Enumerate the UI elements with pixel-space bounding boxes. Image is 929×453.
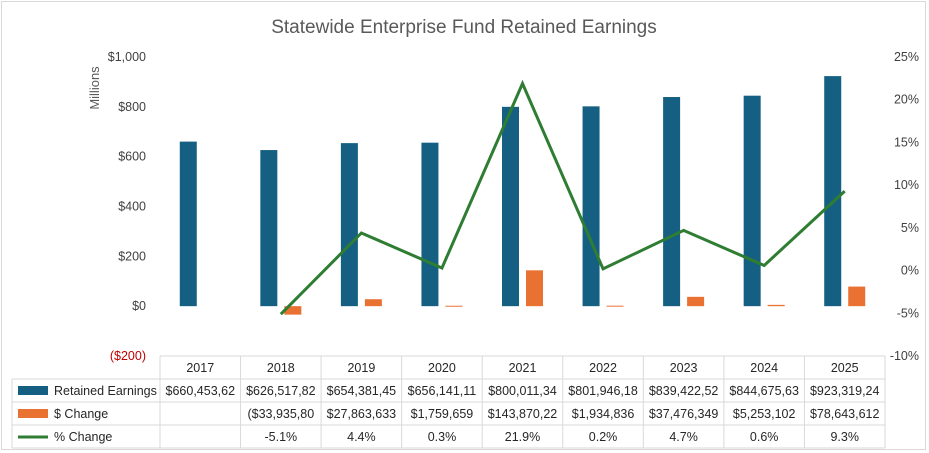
y-axis-label: Millions [87, 66, 102, 110]
left-tick-label: $200 [118, 249, 146, 263]
data-label-retained-earnings: $801,946,18 [568, 384, 638, 398]
data-table: 2017 2018 2019 2020 2021 2022 2023 2024 2025 Reta… [11, 355, 886, 449]
category-label: 2018 [267, 361, 295, 375]
bar-retained-earnings-2021 [502, 106, 519, 307]
bar-retained-earnings-2020 [421, 142, 439, 307]
right-tick-label: 0% [901, 264, 919, 278]
right-tick-label: 5% [901, 221, 919, 235]
legend-key-retained-earnings [18, 386, 48, 395]
line-change [279, 79, 846, 316]
left-tick-label: $1,000 [108, 50, 146, 64]
data-label-retained-earnings: $654,381,45 [327, 384, 397, 398]
legend-label-change: % Change [54, 430, 112, 444]
data-label-change: -5.1% [265, 430, 298, 444]
category-label: 2023 [670, 361, 698, 375]
bar-change-2021 [526, 270, 543, 307]
data-label-change: ($33,935,80 [247, 407, 314, 421]
right-tick-label: -10% [890, 349, 919, 363]
data-label-change: $27,863,633 [327, 407, 397, 421]
data-label-change: 21.9% [505, 430, 540, 444]
bar-change-2024 [767, 304, 785, 307]
data-label-retained-earnings: $656,141,11 [408, 384, 477, 398]
data-label-retained-earnings: $839,422,52 [649, 384, 719, 398]
line-marks [279, 79, 846, 316]
right-tick-label: -5% [897, 306, 919, 320]
bar-retained-earnings-2017 [179, 141, 197, 307]
data-label-change: $1,759,659 [411, 407, 474, 421]
bar-change-2019 [364, 299, 382, 307]
data-label-retained-earnings: $800,011,34 [488, 384, 557, 398]
bar-retained-earnings-2024 [743, 95, 761, 307]
legend-key-change [18, 409, 48, 418]
data-label-change: 0.2% [589, 430, 618, 444]
category-label: 2019 [347, 361, 375, 375]
right-tick-label: 20% [894, 93, 919, 107]
legend-label-change: $ Change [54, 407, 108, 421]
data-label-change: 9.3% [830, 430, 859, 444]
left-tick-label: $800 [118, 100, 146, 114]
category-label: 2020 [428, 361, 456, 375]
data-label-change: 0.3% [428, 430, 457, 444]
bar-retained-earnings-2018 [260, 150, 278, 307]
data-label-change: $37,476,349 [649, 407, 719, 421]
right-tick-label: 25% [894, 50, 919, 64]
category-label: 2025 [831, 361, 859, 375]
bar-change-2020 [445, 305, 463, 307]
bar-change-2022 [606, 305, 624, 307]
right-axis-ticks: 25% 20% 15% 10% 5% 0% -5% -10% [890, 50, 919, 363]
data-label-retained-earnings: $923,319,24 [810, 384, 880, 398]
left-tick-label: ($200) [110, 349, 146, 363]
data-label-change: $78,643,612 [810, 407, 880, 421]
left-tick-label: $400 [118, 200, 146, 214]
bar-retained-earnings-2023 [663, 97, 681, 307]
data-label-retained-earnings: $626,517,82 [246, 384, 316, 398]
bar-change-2023 [687, 296, 705, 307]
bar-retained-earnings-2022 [582, 106, 600, 307]
data-label-retained-earnings: $844,675,63 [729, 384, 799, 398]
data-label-change: $5,253,102 [733, 407, 796, 421]
category-label: 2022 [589, 361, 617, 375]
bar-change-2025 [848, 286, 866, 307]
left-tick-label: $0 [132, 299, 146, 313]
left-axis-ticks: $1,000 $800 $600 $400 $200 $0 ($200) [108, 50, 146, 363]
data-label-retained-earnings: $660,453,62 [166, 384, 236, 398]
data-label-change: $1,934,836 [572, 407, 635, 421]
right-tick-label: 10% [894, 178, 919, 192]
bar-change-2018 [284, 306, 302, 315]
data-label-change: $143,870,22 [488, 407, 558, 421]
category-label: 2024 [750, 361, 778, 375]
bar-marks [179, 76, 866, 315]
data-label-change: 4.7% [669, 430, 698, 444]
chart-title: Statewide Enterprise Fund Retained Earni… [271, 17, 657, 38]
left-tick-label: $600 [118, 150, 146, 164]
legend-label-retained-earnings: Retained Earnings [54, 384, 157, 398]
right-tick-label: 15% [894, 135, 919, 149]
data-label-change: 4.4% [347, 430, 376, 444]
category-label: 2017 [186, 361, 214, 375]
category-label: 2021 [509, 361, 537, 375]
bar-retained-earnings-2019 [340, 143, 358, 307]
bar-retained-earnings-2025 [824, 76, 842, 307]
data-label-change: 0.6% [750, 430, 779, 444]
